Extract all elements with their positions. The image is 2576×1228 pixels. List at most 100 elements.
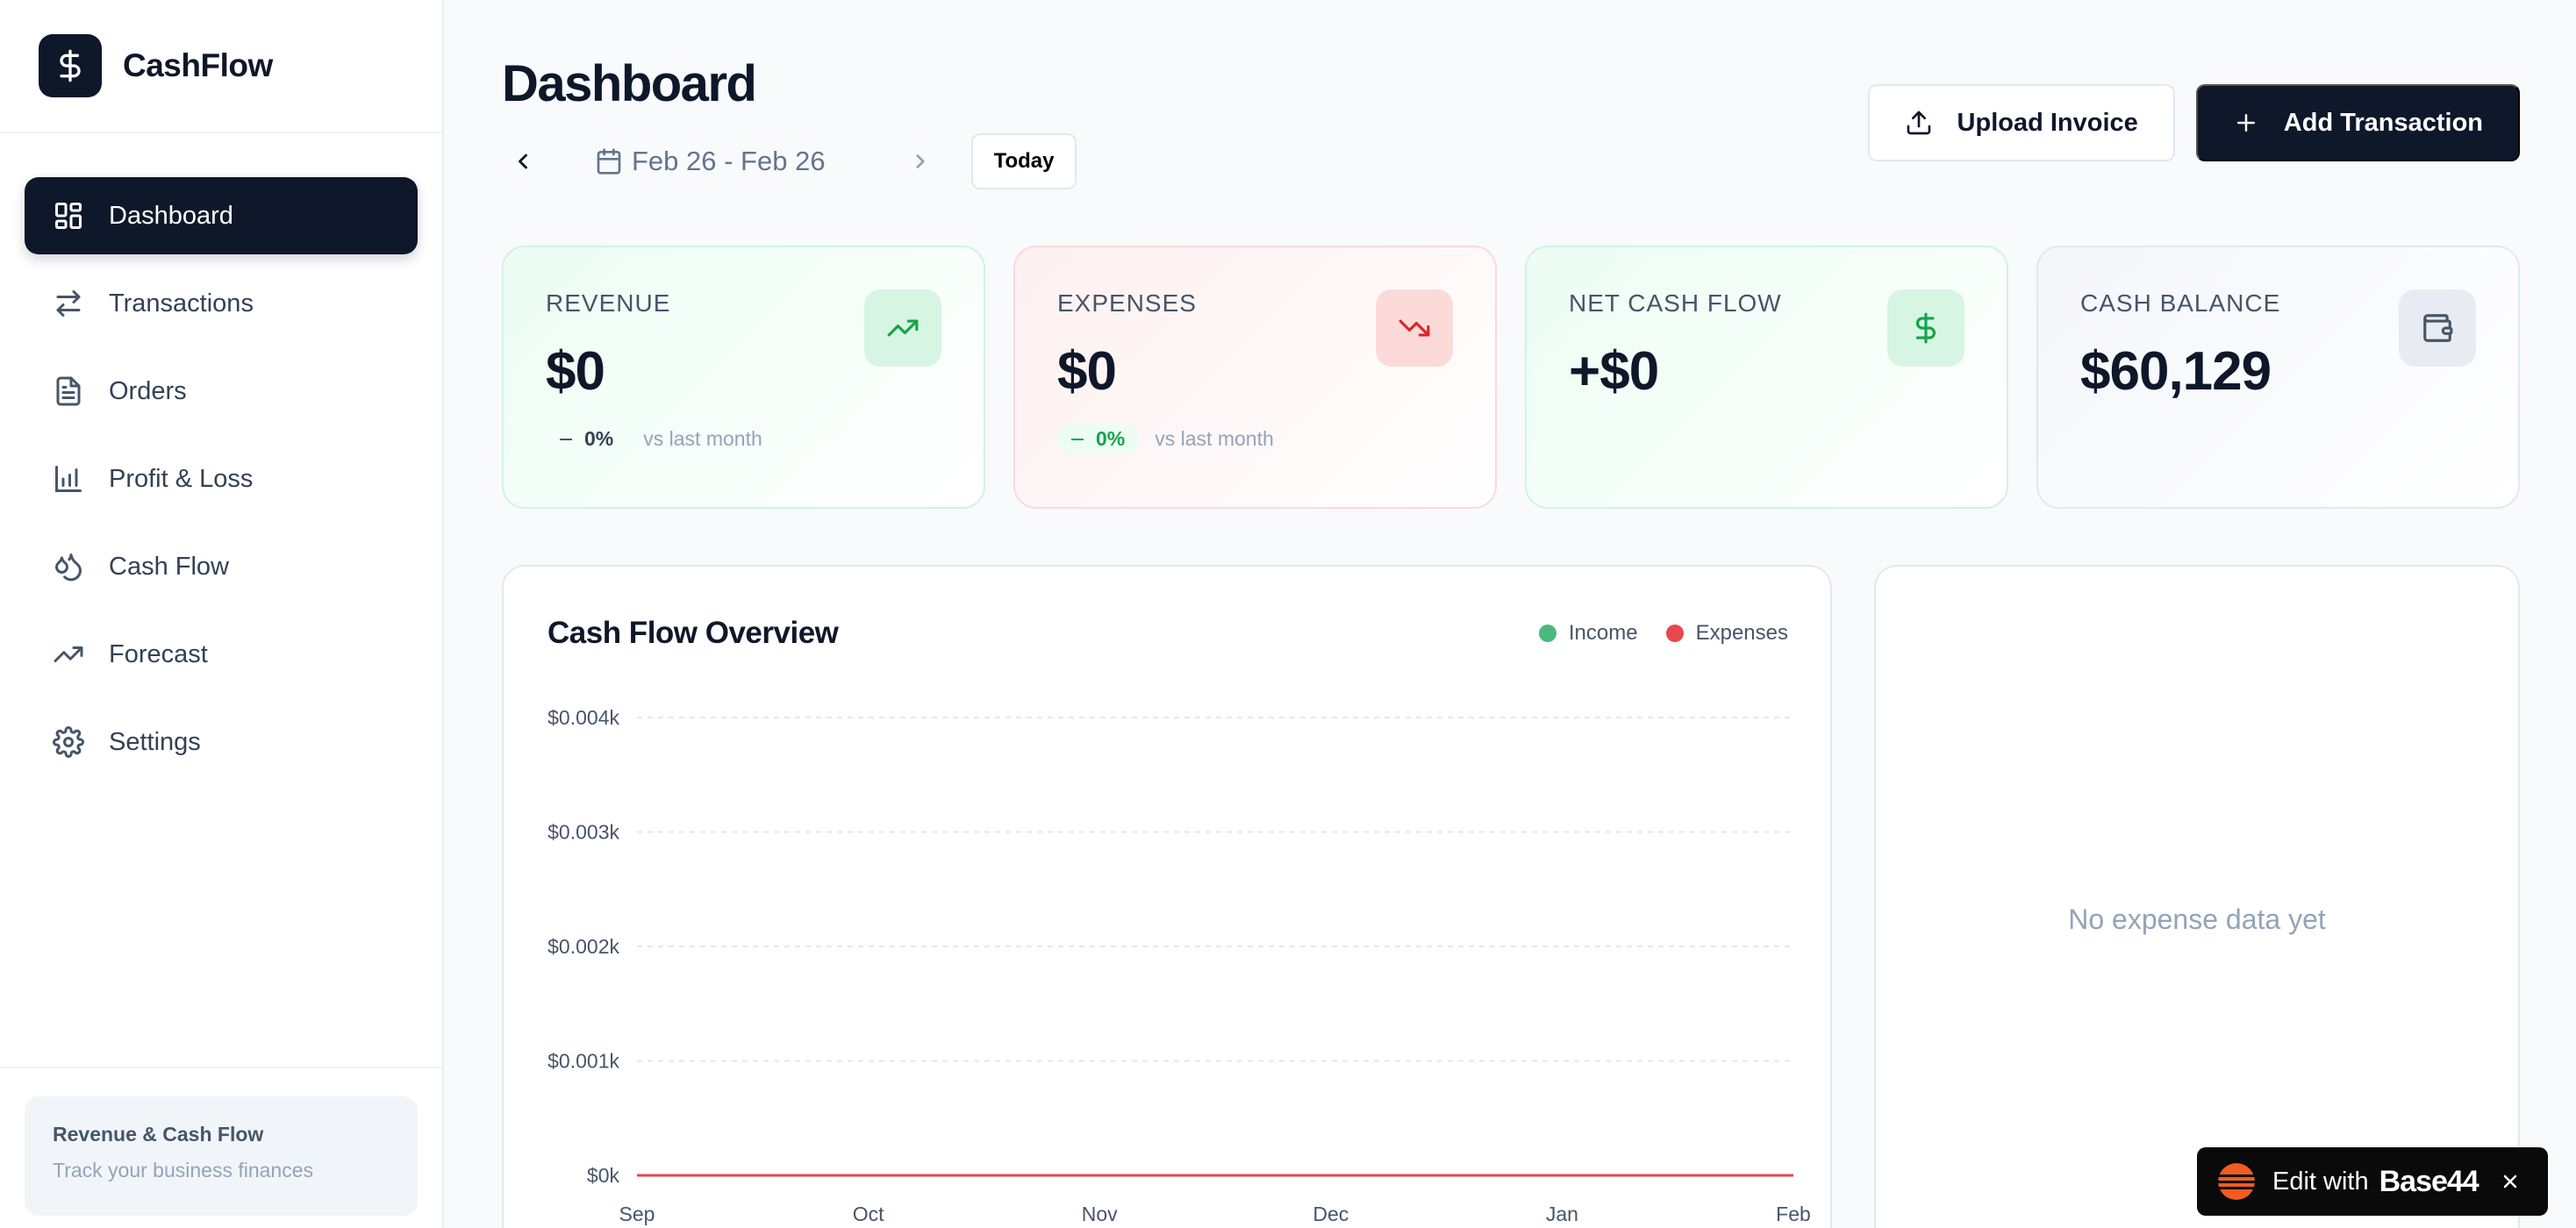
- gear-icon: [51, 725, 86, 760]
- minus-icon: [560, 438, 572, 440]
- sidebar-item-forecast[interactable]: Forecast: [25, 616, 418, 693]
- chevron-right-icon: [915, 154, 925, 168]
- sidebar-item-profit-loss[interactable]: Profit & Loss: [25, 440, 418, 518]
- sidebar-item-settings[interactable]: Settings: [25, 703, 418, 781]
- sidebar-item-label: Profit & Loss: [109, 464, 254, 493]
- sidebar-item-label: Forecast: [109, 639, 208, 668]
- dollar-logo-icon: [39, 34, 102, 97]
- trending-up-icon: [51, 637, 86, 672]
- orders-icon: [51, 374, 86, 409]
- y-tick-label: $0.004k: [547, 706, 619, 729]
- upload-invoice-button[interactable]: Upload Invoice: [1867, 84, 2175, 161]
- change-suffix: vs last month: [1155, 427, 1274, 450]
- upload-invoice-label: Upload Invoice: [1957, 108, 2138, 137]
- sidebar-footer: Revenue & Cash Flow Track your business …: [0, 1067, 442, 1228]
- stat-label: EXPENSES: [1057, 289, 1197, 317]
- expenses-card: EXPENSES $0 0% vs last month: [1013, 246, 1497, 509]
- x-tick-label: Feb: [1776, 1203, 1811, 1225]
- stat-value: $60,129: [2080, 341, 2272, 402]
- brand[interactable]: CashFlow: [0, 0, 442, 133]
- empty-state-message: No expense data yet: [2068, 903, 2326, 935]
- prev-period-button[interactable]: [502, 140, 544, 182]
- date-navigator: Feb 26 - Feb 26 Today: [502, 133, 1077, 189]
- add-transaction-button[interactable]: Add Transaction: [2195, 84, 2520, 161]
- legend-label: Income: [1568, 621, 1638, 645]
- chevron-left-icon: [519, 154, 527, 169]
- footer-title: Revenue & Cash Flow: [53, 1123, 264, 1146]
- add-transaction-label: Add Transaction: [2283, 108, 2483, 137]
- trending-down-icon: [1376, 289, 1453, 367]
- sidebar-item-cash-flow[interactable]: Cash Flow: [25, 528, 418, 605]
- brand-name: CashFlow: [123, 47, 273, 83]
- x-tick-label: Oct: [853, 1203, 884, 1225]
- stat-value: $0: [1057, 341, 1117, 402]
- change-pill: 0%: [1057, 424, 1140, 454]
- cash-balance-card: CASH BALANCE $60,129: [2036, 246, 2520, 509]
- sidebar-item-label: Cash Flow: [109, 552, 229, 581]
- legend-dot-income: [1538, 625, 1556, 642]
- change-pill: 0%: [546, 424, 627, 454]
- plus-icon: [2233, 110, 2259, 136]
- expense-breakdown-card: No expense data yet: [1874, 565, 2520, 1228]
- sidebar-nav: Dashboard Transactions Orders Profit & L…: [0, 133, 442, 781]
- stat-value: $0: [546, 341, 605, 402]
- transactions-icon: [51, 286, 86, 321]
- legend-item-income[interactable]: Income: [1538, 621, 1638, 646]
- stat-label: CASH BALANCE: [2080, 289, 2281, 317]
- dashboard-icon: [51, 198, 86, 233]
- dollar-icon: [1887, 289, 1964, 367]
- chart-legend: Income Expenses: [1511, 621, 1788, 646]
- footer-subtitle: Track your business finances: [53, 1159, 314, 1182]
- main-content: Dashboard Feb 26 - Feb 26 Today Upload I…: [444, 0, 2576, 1228]
- trending-up-icon: [864, 289, 941, 367]
- sidebar-item-label: Dashboard: [109, 201, 233, 230]
- cash-flow-chart-card: $0k $0.001k $0.002k $0.003k $0.004k Sep Oct Nov…: [502, 565, 1832, 1228]
- close-icon[interactable]: [2495, 1167, 2525, 1196]
- y-tick-label: $0.001k: [547, 1050, 619, 1073]
- change-value: 0%: [1096, 427, 1126, 450]
- today-button[interactable]: Today: [970, 133, 1077, 189]
- stats-row: REVENUE $0 0% vs last month EXPENSES $0 …: [502, 246, 2520, 509]
- footer-card: Revenue & Cash Flow Track your business …: [25, 1096, 418, 1216]
- date-range[interactable]: Feb 26 - Feb 26: [595, 146, 826, 177]
- wallet-icon: [2399, 289, 2476, 367]
- page-title: Dashboard: [502, 55, 757, 112]
- y-tick-label: $0.002k: [547, 935, 619, 958]
- stat-value: +$0: [1569, 341, 1659, 402]
- base44-logo-icon: [2218, 1163, 2255, 1200]
- sidebar-item-label: Settings: [109, 727, 201, 756]
- sidebar-item-dashboard[interactable]: Dashboard: [25, 177, 418, 254]
- revenue-card: REVENUE $0 0% vs last month: [502, 246, 985, 509]
- x-tick-label: Nov: [1082, 1203, 1118, 1225]
- chart-title: Cash Flow Overview: [547, 616, 839, 650]
- header-actions: Upload Invoice Add Transaction: [1867, 84, 2520, 161]
- sidebar: CashFlow Dashboard Transactions Orders P…: [0, 0, 444, 1228]
- y-tick-label: $0k: [587, 1164, 620, 1187]
- change-value: 0%: [584, 427, 614, 450]
- sidebar-item-label: Orders: [109, 376, 187, 405]
- x-tick-label: Jan: [1546, 1203, 1578, 1225]
- droplets-icon: [51, 549, 86, 584]
- stat-change: 0% vs last month: [1057, 424, 1495, 454]
- next-period-button[interactable]: [899, 140, 941, 182]
- minus-icon: [1071, 438, 1084, 440]
- net-cash-flow-card: NET CASH FLOW +$0: [1525, 246, 2008, 509]
- legend-item-expenses[interactable]: Expenses: [1665, 621, 1788, 646]
- bar-chart-icon: [51, 461, 86, 496]
- sidebar-item-orders[interactable]: Orders: [25, 353, 418, 430]
- y-tick-label: $0.003k: [547, 821, 619, 844]
- x-tick-label: Dec: [1313, 1203, 1349, 1225]
- badge-text: Edit with: [2272, 1167, 2369, 1196]
- legend-dot-expenses: [1665, 625, 1684, 642]
- stat-label: REVENUE: [546, 289, 671, 317]
- x-tick-label: Sep: [619, 1203, 655, 1225]
- cash-flow-chart: $0k $0.001k $0.002k $0.003k $0.004k Sep Oct Nov…: [547, 706, 1811, 1225]
- change-suffix: vs last month: [643, 427, 762, 450]
- edit-with-base44-badge[interactable]: Edit with Base44: [2197, 1147, 2548, 1216]
- sidebar-item-label: Transactions: [109, 289, 254, 318]
- sidebar-item-transactions[interactable]: Transactions: [25, 265, 418, 342]
- calendar-icon: [595, 147, 623, 175]
- stat-label: NET CASH FLOW: [1569, 289, 1782, 317]
- upload-icon: [1905, 109, 1933, 137]
- stat-change: 0% vs last month: [546, 424, 984, 454]
